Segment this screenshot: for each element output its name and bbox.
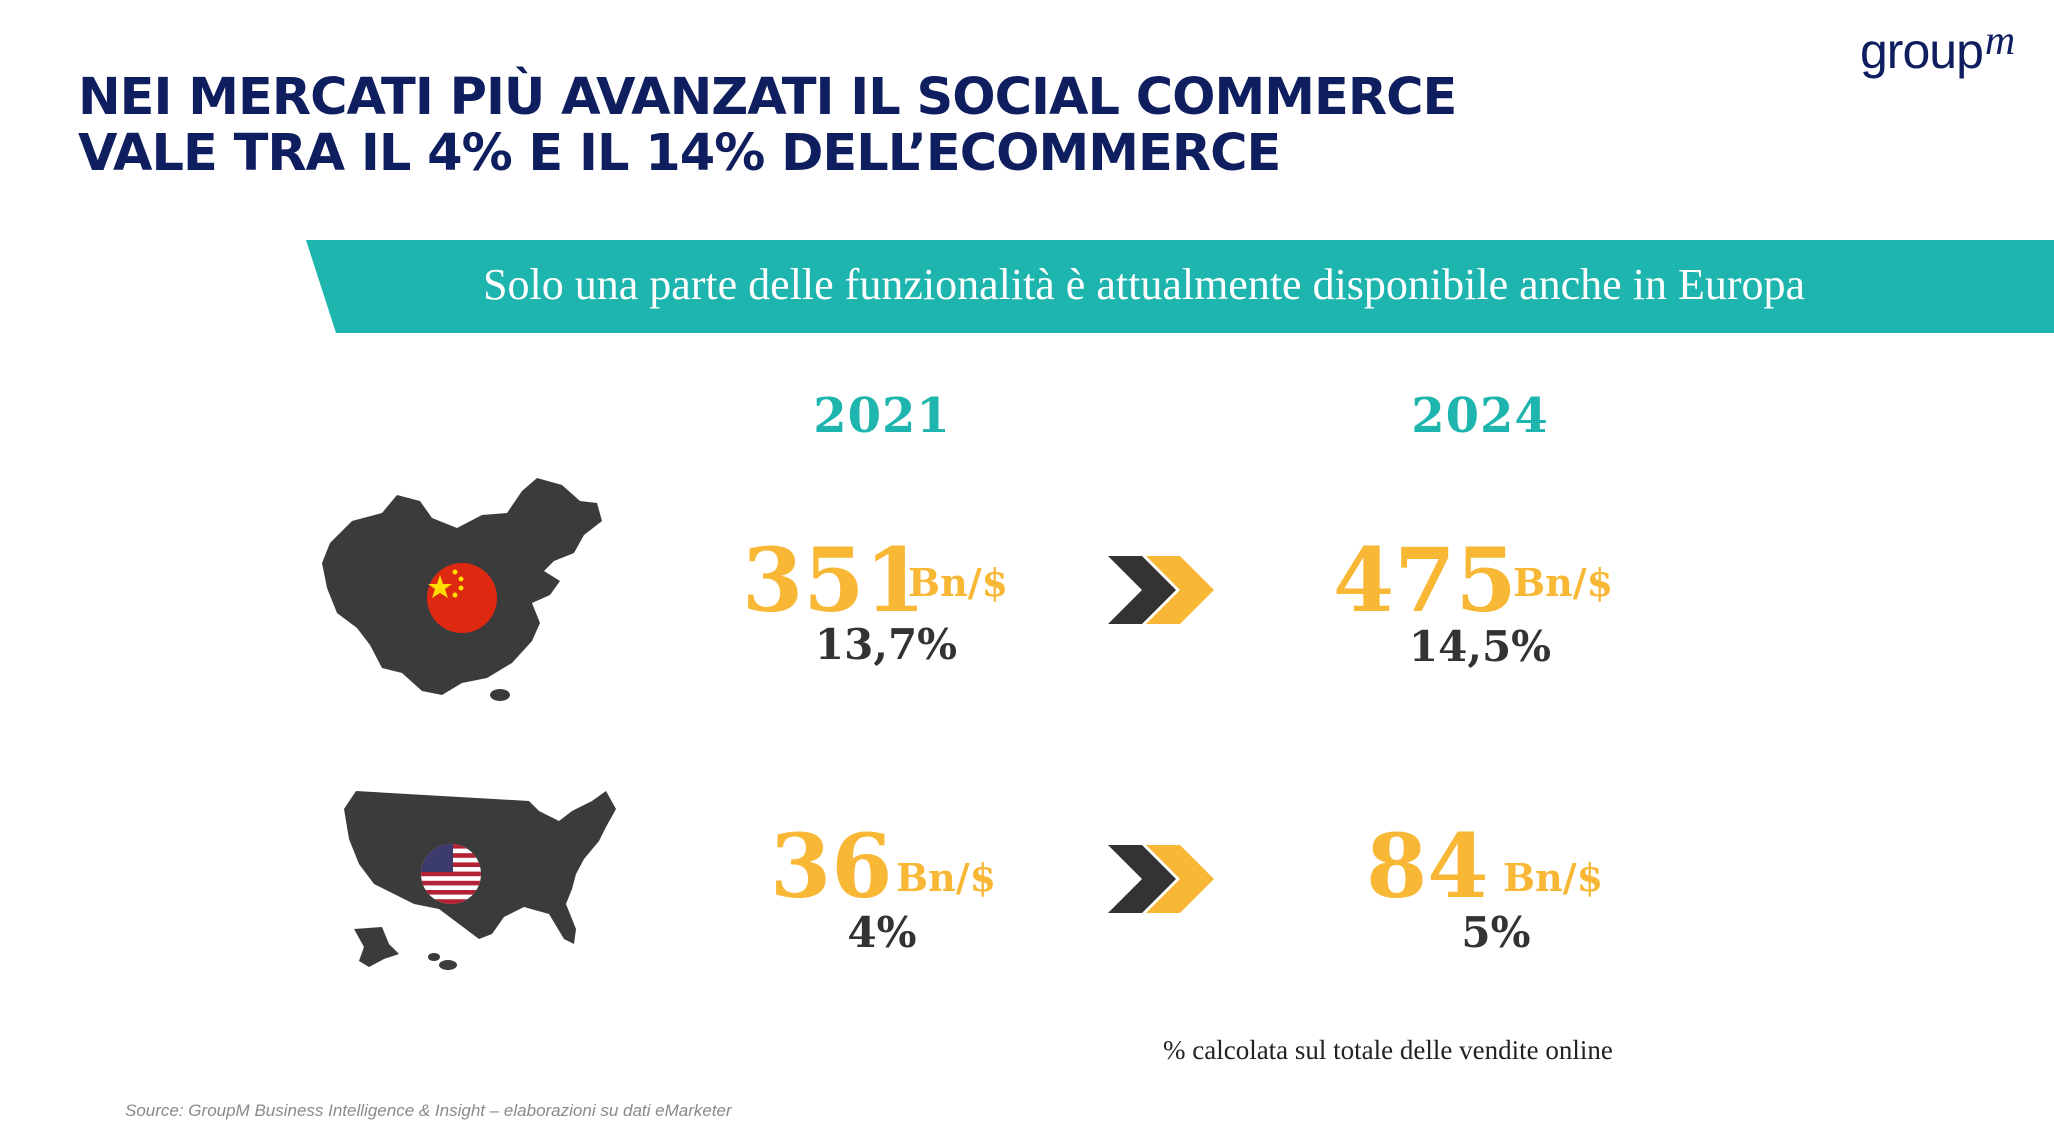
china-2024-unit: Bn/$ bbox=[1513, 560, 1614, 605]
china-flag-icon bbox=[427, 563, 497, 633]
china-2024-pct: 14,5% bbox=[1408, 622, 1552, 671]
groupm-logo: groupm bbox=[1860, 18, 2015, 80]
usa-2024-unit: Bn/$ bbox=[1503, 855, 1604, 900]
china-2021-pct: 13,7% bbox=[814, 620, 958, 669]
source-credit: Source: GroupM Business Intelligence & I… bbox=[125, 1101, 732, 1120]
china-2024-value: 475 bbox=[1333, 528, 1517, 632]
usa-flag-icon bbox=[421, 844, 481, 904]
usa-map-icon bbox=[344, 791, 616, 970]
usa-2021-pct: 4% bbox=[847, 908, 917, 957]
banner-text: Solo una parte delle funzionalità è attu… bbox=[483, 260, 1805, 309]
usa-2021-value: 36 bbox=[770, 814, 893, 918]
usa-2021-unit: Bn/$ bbox=[896, 855, 997, 900]
title-line-2: VALE TRA IL 4% E IL 14% DELL’ECOMMERCE bbox=[78, 124, 1281, 183]
year-2021-label: 2021 bbox=[813, 388, 951, 444]
logo-sup: m bbox=[1984, 18, 2015, 64]
chevron-right-icon bbox=[1108, 556, 1214, 624]
title-line-1: NEI MERCATI PIÙ AVANZATI IL SOCIAL COMME… bbox=[78, 68, 1457, 127]
china-map-icon bbox=[322, 478, 602, 701]
usa-2024-value: 84 bbox=[1366, 814, 1489, 918]
page-title: NEI MERCATI PIÙ AVANZATI IL SOCIAL COMME… bbox=[78, 68, 1457, 183]
banner-background bbox=[306, 240, 2054, 333]
year-2024-label: 2024 bbox=[1411, 388, 1549, 444]
logo-text: group bbox=[1860, 23, 1984, 79]
footnote: % calcolata sul totale delle vendite onl… bbox=[1163, 1035, 1613, 1065]
china-2021-value: 351 bbox=[742, 528, 926, 632]
china-2021-unit: Bn/$ bbox=[908, 560, 1009, 605]
usa-2024-pct: 5% bbox=[1461, 908, 1531, 957]
chevron-right-icon bbox=[1108, 845, 1214, 913]
